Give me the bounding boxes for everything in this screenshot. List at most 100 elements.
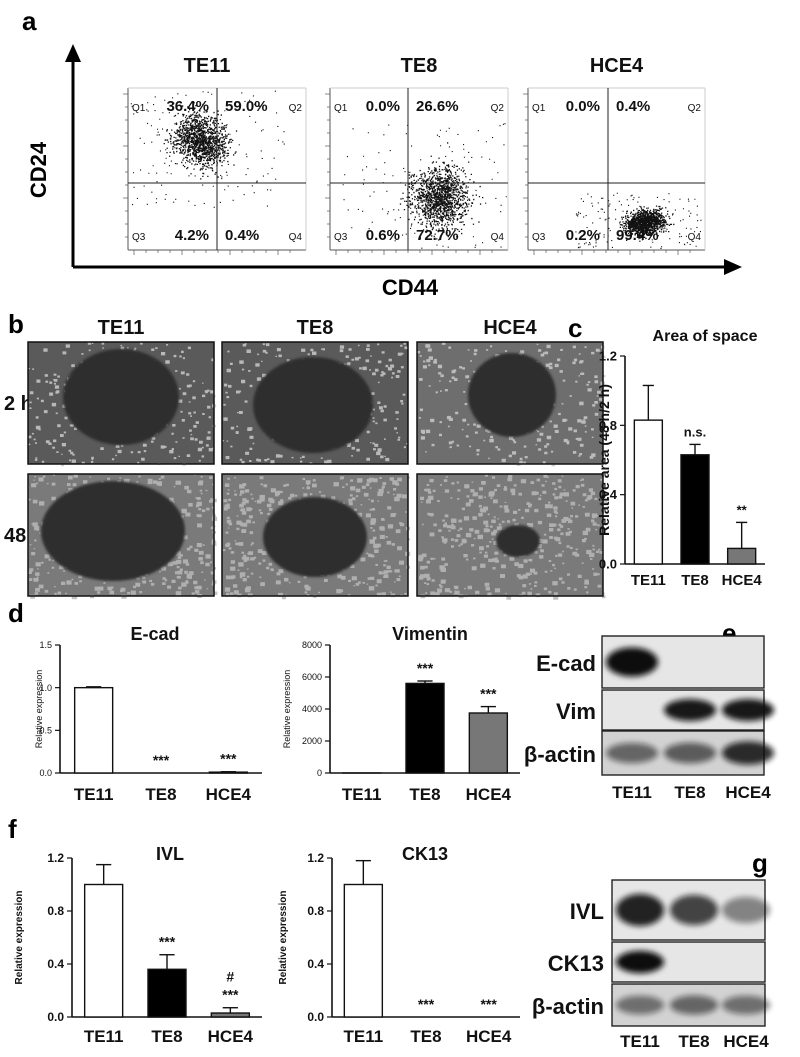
category-label: TE8 [410,1027,441,1046]
bar-hce4 [726,547,757,565]
y-tick-label: 0.0 [39,768,52,778]
flow-plots: TE11 Q1 Q2 Q3 Q4 36.4% 59.0% 4.2% 0.4% TE8 Q1 Q2 Q3 Q… [123,55,706,255]
y-tick-label: 1.2 [47,851,64,865]
chart-title: Vimentin [392,624,468,644]
bar-te8 [405,682,445,774]
y-tick-label: 0.0 [307,1010,324,1024]
significance-label: *** [159,934,176,950]
flow-plot-title: TE8 [401,55,438,77]
category-label: TE11 [343,1027,383,1046]
y-tick-label: 0.4 [599,487,618,502]
bar-te11 [73,686,114,774]
significance-label: *** [222,987,239,1003]
y-tick-label: 1.0 [39,683,52,693]
blot-row-label: CK13 [548,951,604,976]
category-label: TE8 [681,572,709,589]
scratch-image [27,341,217,467]
y-tick-label: 4000 [302,704,322,714]
category-label: HCE4 [466,1027,512,1046]
significance-label: ** [737,502,748,517]
blot-lane-label: HCE4 [723,1032,769,1051]
chart-y-label: Relative expression [282,670,292,749]
category-label: TE11 [74,785,114,804]
category-label: TE11 [631,572,666,589]
blot-row-label: Vim [556,699,596,724]
chart-title: Area of space [653,328,758,345]
blot-band [664,699,716,721]
scratch-gap [468,353,556,437]
blot-band [670,894,718,926]
panel-letter-d: d [8,598,24,628]
y-tick-label: 1.2 [307,851,324,865]
chart-y-label: Relative expression [14,891,25,985]
blot-lane-label: TE11 [612,783,652,802]
y-tick-label: 6000 [302,672,322,682]
quadrant-value-q3: 0.2% [566,227,600,244]
y-tick-label: 0.5 [39,725,52,735]
bar-te8 [680,454,710,565]
significance-label: n.s. [684,424,706,439]
bar-hce4 [468,712,509,774]
category-label: TE8 [151,1027,182,1046]
blot-row-label: IVL [570,899,604,924]
scratch-image [221,473,411,600]
scratch-border [221,473,409,597]
scratch-column-label: HCE4 [483,317,537,339]
blot-row-label: E-cad [536,651,596,676]
flow-plot-hce4: HCE4 Q1 Q2 Q3 Q4 0.0% 0.4% 0.2% 99.4% [523,55,706,255]
scratch-gap [63,349,179,445]
western-blot-g: IVL CK13 β-actin TE11 TE8 HCE4 [532,879,770,1051]
blot-band [670,995,718,1015]
quadrant-tag-q1: Q1 [334,103,348,114]
quadrant-value-q2: 26.6% [416,98,459,115]
blot-band [606,647,658,677]
flow-plot-te11: TE11 Q1 Q2 Q3 Q4 36.4% 59.0% 4.2% 0.4% [123,55,307,255]
y-tick-label: 0.0 [599,557,617,572]
chart-area-of-space: Area of space Relative area (48 h/2 h) 0.0… [596,328,765,589]
bar-hce4 [210,1012,251,1018]
blot-lane-label: TE11 [620,1032,660,1051]
quadrant-tag-q4: Q4 [289,232,303,243]
y-tick-label: 2000 [302,736,322,746]
blot-lane-label: TE8 [674,783,705,802]
scratch-border [221,341,409,465]
chart-ck13: CK13 Relative expression 0.0 0.4 0.8 1.2 TE11 T… [278,844,520,1046]
blot-band [664,742,716,764]
blot-row-label: β-actin [532,994,604,1019]
chart-title: IVL [156,844,184,864]
scratch-row-label: 2 h [4,393,33,415]
bar-te11 [633,419,664,565]
quadrant-value-q2: 59.0% [225,98,268,115]
category-label: HCE4 [722,572,763,589]
quadrant-value-q4: 72.7% [416,227,459,244]
y-tick-label: 0.4 [47,957,64,971]
western-blot-e: E-cad Vim β-actin TE11 TE8 HCE4 [524,635,774,802]
flow-x-axis-label: CD44 [382,275,439,300]
chart-e-cad: E-cad Relative expression 0.0 0.5 1.0 1.5 TE11… [34,624,262,804]
quadrant-tag-q2: Q2 [289,103,303,114]
category-label: HCE4 [208,1027,254,1046]
flow-plot-te8: TE8 Q1 Q2 Q3 Q4 0.0% 26.6% 0.6% 72.7% [325,55,509,255]
chart-ivl: IVL Relative expression 0.0 0.4 0.8 1.2 TE11 TE… [14,844,262,1046]
scratch-image [221,341,409,465]
panel-letter-b: b [8,309,24,339]
panel-letter-a: a [22,6,37,36]
scratch-image [27,473,218,600]
quadrant-tag-q3: Q3 [132,232,146,243]
panel-letter-g: g [752,848,768,878]
flow-plot-title: TE11 [184,55,231,77]
quadrant-value-q1: 36.4% [166,98,209,115]
quadrant-tag-q3: Q3 [532,232,546,243]
flow-y-axis-label: CD24 [26,141,51,198]
scratch-image [416,341,606,467]
category-label: HCE4 [466,785,512,804]
blot-lane-label: TE8 [678,1032,709,1051]
significance-label: *** [480,996,497,1012]
blot-row-label: β-actin [524,742,596,767]
scratch-border [27,473,215,597]
blot-band [616,893,664,927]
category-label: TE8 [145,785,176,804]
blot-band [722,896,770,924]
